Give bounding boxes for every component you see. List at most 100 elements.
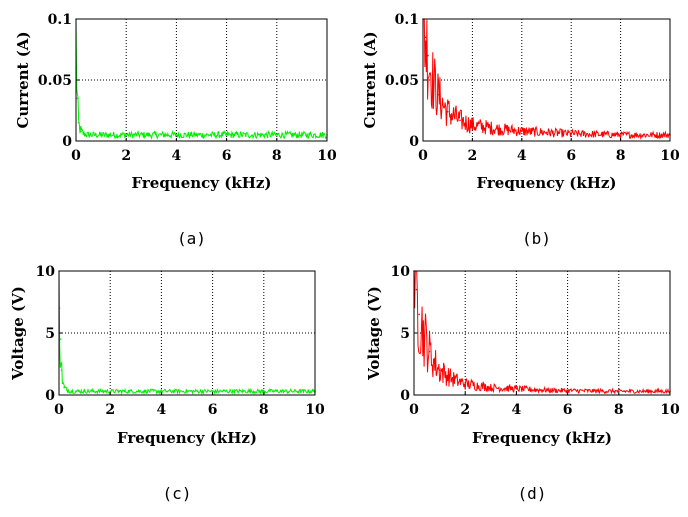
x-axis-label: Frequency (kHz) (472, 429, 612, 447)
y-tick-label: 5 (45, 326, 55, 342)
data-point (437, 93, 439, 96)
data-point (471, 124, 474, 126)
x-tick-label: 10 (660, 402, 680, 418)
y-tick-label: 10 (391, 264, 411, 280)
x-axis-label: Frequency (kHz) (476, 174, 616, 192)
chart-c: 0 2 4 6 8 10 0 5 10 Frequency (kHz) Voltage (V) (c) (9, 264, 325, 503)
data-point (225, 134, 228, 136)
plot-area (76, 19, 327, 141)
data-point (78, 128, 81, 130)
y-tick-label: 0.1 (395, 12, 419, 28)
data-point (515, 388, 518, 390)
data-point (60, 369, 63, 372)
x-tick-label: 0 (54, 402, 64, 418)
plot-area (414, 271, 670, 395)
series-line (413, 270, 671, 395)
x-tick-label: 4 (172, 148, 182, 164)
x-tick-label: 6 (222, 148, 232, 164)
chart-d: 0 2 4 6 8 10 0 5 10 Frequency (kHz) Voltage (V) (d) (365, 264, 680, 503)
data-point (175, 134, 178, 136)
x-tick-label: 10 (317, 148, 337, 164)
data-point (464, 383, 467, 385)
data-point (82, 132, 85, 135)
x-tick-label: 0 (418, 148, 428, 164)
data-point (459, 119, 461, 122)
x-tick-label: 2 (460, 402, 470, 418)
x-tick-label: 8 (259, 402, 269, 418)
data-point (424, 36, 427, 39)
chart-a: 0 2 4 6 8 10 0 0.05 0.1 Frequency (kHz) Current (A… (14, 12, 337, 248)
data-point (109, 390, 111, 393)
y-tick-label: 10 (36, 264, 56, 280)
x-tick-label: 4 (157, 402, 167, 418)
data-point (62, 381, 64, 384)
y-axis-label: Current (A) (14, 31, 32, 128)
data-point (276, 134, 278, 136)
data-point (446, 110, 449, 113)
panel-caption: (d) (518, 484, 547, 503)
data-point (415, 288, 418, 291)
y-tick-label: 5 (400, 326, 410, 342)
data-point (83, 390, 86, 393)
panel-caption: (a) (177, 229, 206, 248)
y-tick-label: 0 (409, 134, 419, 150)
x-tick-label: 2 (468, 148, 478, 164)
data-point (545, 131, 548, 134)
data-point (59, 338, 62, 341)
data-point (71, 390, 73, 393)
x-tick-label: 2 (121, 148, 131, 164)
data-point (100, 134, 102, 136)
y-axis-label: Current (A) (361, 31, 379, 128)
y-tick-label: 0.05 (38, 73, 72, 89)
data-point (160, 390, 163, 393)
data-point (490, 386, 492, 389)
data-point (541, 389, 543, 391)
x-tick-label: 0 (71, 148, 81, 164)
data-point (496, 128, 498, 130)
x-tick-label: 2 (105, 402, 115, 418)
data-point (521, 130, 523, 133)
data-point (87, 134, 90, 136)
data-point (438, 369, 441, 372)
data-point (211, 390, 214, 393)
data-point (441, 103, 444, 106)
series-line (75, 18, 328, 140)
data-point (76, 97, 79, 100)
x-tick-label: 10 (660, 148, 680, 164)
data-point (125, 134, 127, 136)
x-tick-label: 8 (272, 148, 282, 164)
panel-caption: (c) (163, 484, 192, 503)
x-tick-label: 4 (512, 402, 522, 418)
x-tick-label: 6 (208, 402, 218, 418)
x-tick-label: 6 (566, 148, 576, 164)
y-tick-label: 0.05 (385, 73, 419, 89)
data-point (432, 79, 434, 81)
data-point (619, 134, 622, 136)
x-tick-label: 10 (305, 402, 325, 418)
y-tick-label: 0.1 (48, 12, 72, 28)
data-point (63, 386, 65, 389)
y-axis-label: Voltage (V) (9, 286, 27, 381)
x-tick-label: 4 (517, 148, 527, 164)
data-point (65, 389, 68, 391)
data-point (423, 334, 426, 337)
data-point (263, 390, 265, 393)
x-tick-label: 0 (409, 402, 419, 418)
data-point (77, 121, 80, 124)
y-tick-label: 0 (62, 134, 72, 150)
plot-area (59, 271, 315, 395)
x-tick-label: 8 (616, 148, 626, 164)
data-point (451, 378, 454, 380)
chart-b: 0 2 4 6 8 10 0 0.05 0.1 Frequency (kHz) Current (A… (361, 12, 680, 248)
data-point (427, 54, 429, 57)
x-tick-label: 8 (614, 402, 624, 418)
x-axis-label: Frequency (kHz) (131, 174, 271, 192)
data-point (433, 361, 436, 364)
data-point (428, 350, 431, 353)
x-tick-label: 6 (563, 402, 573, 418)
series-line (423, 18, 671, 141)
x-axis-label: Frequency (kHz) (117, 429, 257, 447)
y-tick-label: 0 (45, 388, 55, 404)
data-point (618, 390, 620, 393)
